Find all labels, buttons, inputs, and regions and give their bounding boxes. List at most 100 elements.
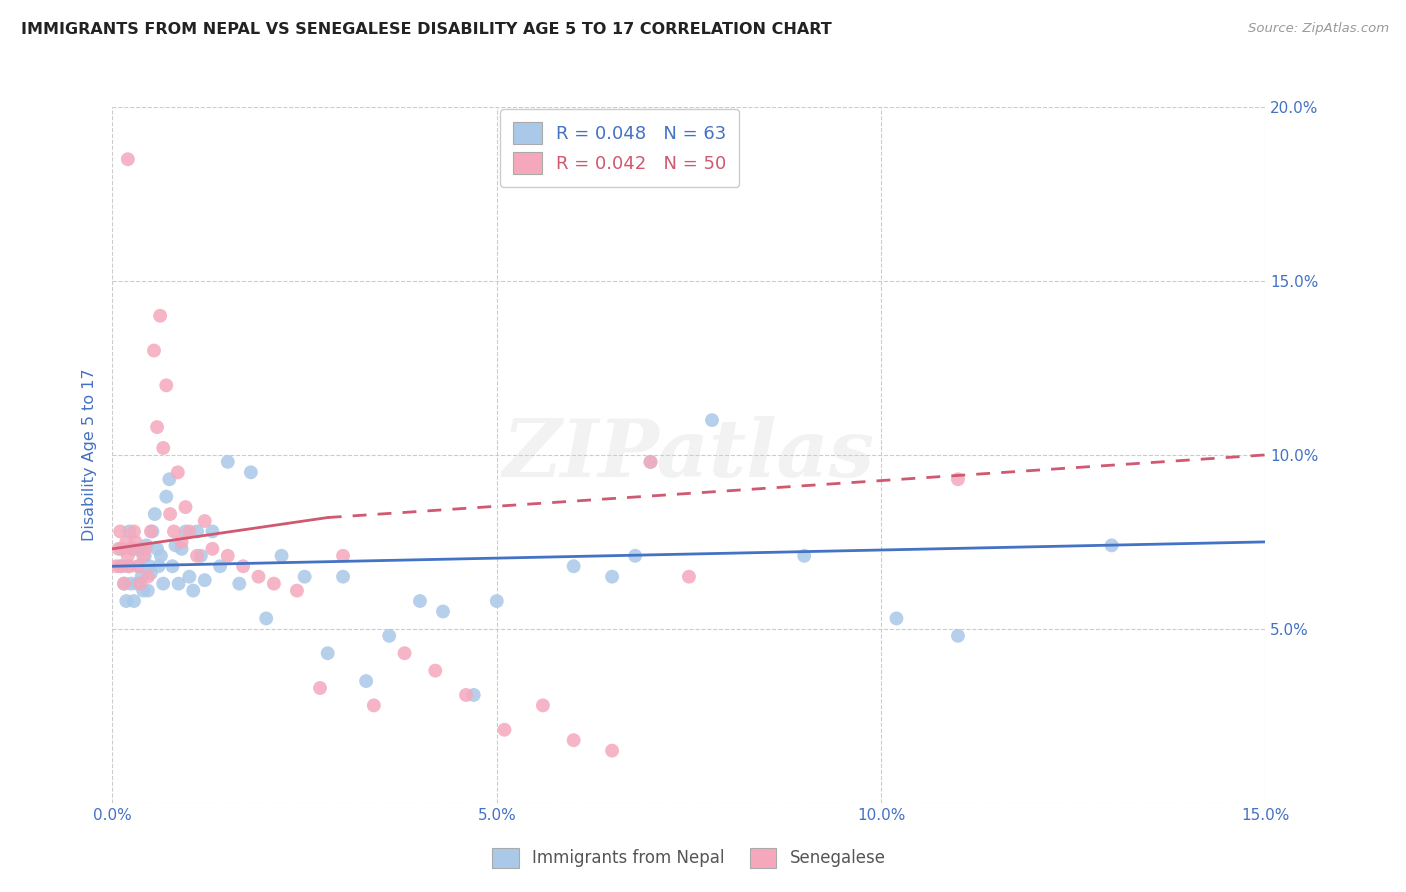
Point — [108, 559, 131, 574]
Point — [155, 378, 177, 392]
Point — [201, 541, 224, 556]
Point — [146, 541, 169, 556]
Point — [425, 664, 447, 678]
Point — [640, 455, 662, 469]
Point — [152, 576, 174, 591]
Point — [463, 688, 485, 702]
Point — [143, 343, 166, 358]
Point — [1101, 538, 1123, 552]
Text: ZIPatlas: ZIPatlas — [503, 417, 875, 493]
Point — [134, 549, 156, 563]
Point — [118, 524, 141, 539]
Point — [139, 524, 162, 539]
Point — [136, 583, 159, 598]
Point — [263, 576, 285, 591]
Legend: Immigrants from Nepal, Senegalese: Immigrants from Nepal, Senegalese — [482, 838, 896, 878]
Point — [562, 559, 585, 574]
Point — [394, 646, 416, 660]
Point — [141, 524, 163, 539]
Point — [111, 541, 134, 556]
Point — [157, 472, 180, 486]
Point — [190, 549, 212, 563]
Point — [107, 541, 129, 556]
Point — [170, 534, 193, 549]
Point — [454, 688, 477, 702]
Point — [120, 576, 142, 591]
Point — [127, 559, 149, 574]
Point — [115, 534, 138, 549]
Point — [239, 466, 262, 480]
Point — [170, 541, 193, 556]
Point — [121, 541, 143, 556]
Point — [162, 559, 184, 574]
Text: Source: ZipAtlas.com: Source: ZipAtlas.com — [1249, 22, 1389, 36]
Point — [136, 570, 159, 584]
Point — [254, 611, 277, 625]
Point — [793, 549, 815, 563]
Point — [129, 541, 152, 556]
Point — [111, 559, 134, 574]
Point — [316, 646, 339, 660]
Point — [354, 674, 377, 689]
Point — [166, 466, 188, 480]
Point — [132, 549, 155, 563]
Point — [122, 524, 145, 539]
Point — [131, 570, 153, 584]
Point — [121, 541, 143, 556]
Point — [108, 524, 131, 539]
Point — [700, 413, 723, 427]
Point — [562, 733, 585, 747]
Point — [124, 541, 146, 556]
Point — [600, 570, 623, 584]
Point — [128, 559, 150, 574]
Point — [174, 524, 197, 539]
Point — [309, 681, 332, 695]
Point — [125, 576, 148, 591]
Point — [174, 500, 197, 514]
Y-axis label: Disability Age 5 to 17: Disability Age 5 to 17 — [82, 368, 97, 541]
Point — [201, 524, 224, 539]
Point — [179, 524, 201, 539]
Point — [600, 744, 623, 758]
Point — [247, 570, 270, 584]
Point — [432, 605, 454, 619]
Point — [132, 583, 155, 598]
Point — [129, 576, 152, 591]
Point — [117, 549, 139, 563]
Point — [294, 570, 316, 584]
Text: IMMIGRANTS FROM NEPAL VS SENEGALESE DISABILITY AGE 5 TO 17 CORRELATION CHART: IMMIGRANTS FROM NEPAL VS SENEGALESE DISA… — [21, 22, 832, 37]
Point — [155, 490, 177, 504]
Point — [232, 559, 254, 574]
Point — [148, 559, 170, 574]
Point — [124, 534, 146, 549]
Point — [678, 570, 700, 584]
Point — [135, 541, 157, 556]
Point — [143, 507, 166, 521]
Point — [186, 524, 208, 539]
Point — [332, 570, 354, 584]
Point — [285, 583, 308, 598]
Point — [138, 559, 160, 574]
Point — [112, 576, 135, 591]
Point — [186, 549, 208, 563]
Point — [485, 594, 508, 608]
Point — [531, 698, 554, 713]
Point — [363, 698, 385, 713]
Point — [217, 455, 239, 469]
Point — [332, 549, 354, 563]
Point — [228, 576, 250, 591]
Point — [159, 507, 181, 521]
Point — [112, 576, 135, 591]
Point — [194, 514, 217, 528]
Point — [165, 538, 187, 552]
Point — [209, 559, 232, 574]
Point — [118, 559, 141, 574]
Point — [886, 611, 908, 625]
Point — [946, 629, 969, 643]
Point — [135, 538, 157, 552]
Point — [117, 152, 139, 166]
Point — [149, 309, 172, 323]
Point — [378, 629, 401, 643]
Point — [152, 441, 174, 455]
Point — [217, 549, 239, 563]
